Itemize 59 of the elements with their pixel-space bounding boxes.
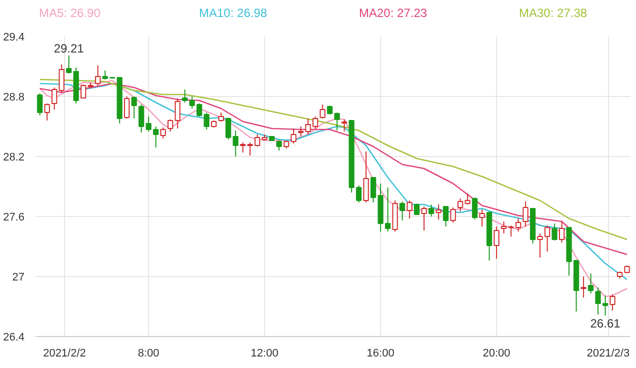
text: MA30: 27.38: [519, 5, 588, 22]
candlestick: [276, 140, 282, 151]
candlestick: [174, 98, 180, 129]
y-tick-label: 26.4: [3, 332, 25, 344]
candlestick: [399, 201, 406, 221]
candlestick: [240, 142, 246, 153]
annotation: 26.61: [590, 316, 621, 330]
y-tick-label: 27: [12, 272, 25, 284]
text: MA10: 26.98: [199, 5, 268, 22]
candlestick: [588, 273, 594, 294]
candlestick: [58, 64, 64, 93]
text: MA5: 26.90: [39, 5, 100, 22]
x-tick-label: 8:00: [138, 348, 160, 360]
candlestick: [37, 93, 43, 116]
candlestick: [131, 96, 137, 119]
y-tick-label: 29.4: [3, 32, 25, 44]
candlestick: [522, 201, 528, 227]
candlestick: [363, 151, 369, 203]
candlestick: [494, 226, 500, 259]
candlestick: [232, 130, 238, 157]
candlestick: [44, 103, 50, 121]
candlestick: [168, 119, 174, 132]
x-tick-label: 12:00: [250, 348, 278, 360]
candlestick: [414, 203, 420, 215]
x-tick-label: 16:00: [366, 348, 394, 360]
candlestick: [472, 197, 478, 220]
candlestick: [552, 223, 558, 241]
candlestick: [146, 116, 152, 132]
candlestick: [406, 200, 412, 219]
x-tick-label: 2021/2/2: [43, 348, 86, 360]
candlestick: [182, 89, 188, 103]
candlestick: [52, 87, 58, 110]
candlestick: [226, 117, 232, 140]
candlestick: [436, 204, 442, 220]
candlestick: [124, 96, 130, 119]
candlestick: [204, 112, 210, 130]
candlestick: [153, 126, 159, 148]
candlestick: [160, 127, 166, 139]
candlestick: [66, 55, 72, 74]
candlestick: [558, 221, 565, 243]
text: MA20: 27.23: [359, 5, 428, 22]
annotation: 29.21: [54, 42, 84, 56]
candlestick: [80, 84, 86, 99]
candlestick: [428, 204, 434, 217]
x-tick-label: 20:00: [482, 348, 510, 360]
candlestick: [442, 206, 449, 227]
x-tick-label: 2021/2/3: [586, 348, 630, 360]
candlestick: [479, 209, 485, 227]
y-tick-label: 28.2: [3, 152, 25, 164]
candlestick: [95, 65, 101, 86]
y-tick-label: 28.8: [3, 92, 25, 104]
candlestick: [580, 276, 586, 298]
candlestick: [320, 104, 326, 119]
y-tick-label: 27.6: [3, 212, 25, 224]
candlestick: [138, 104, 144, 133]
candlestick: [421, 206, 427, 231]
candlestick: [341, 119, 348, 132]
candlestick: [610, 294, 616, 311]
candlestick: [450, 207, 456, 223]
